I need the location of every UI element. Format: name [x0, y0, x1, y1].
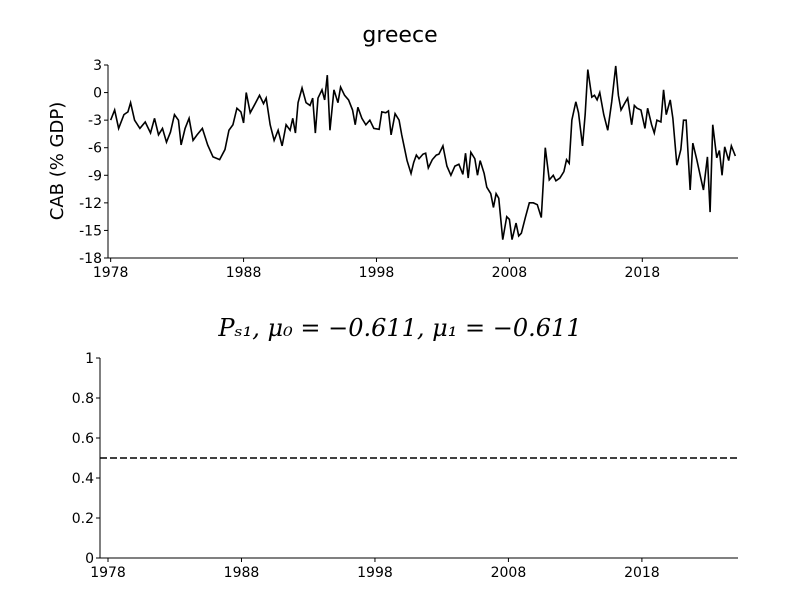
x-tick-label: 1978 [90, 565, 126, 581]
x-tick-label: 2008 [492, 265, 528, 281]
y-tick-label: -6 [88, 141, 102, 157]
y-tick-label: -3 [88, 113, 102, 129]
y-tick-label: 0.4 [72, 471, 94, 487]
y-axis-label: CAB (% GDP) [47, 102, 68, 221]
y-tick-label: 3 [93, 58, 102, 74]
x-tick-label: 1988 [224, 565, 260, 581]
y-tick-label: 0.8 [72, 391, 94, 407]
chart-title: greece [362, 23, 437, 48]
chart-title: Pₛ₁, μ₀ = −0.611, μ₁ = −0.611 [217, 314, 581, 342]
y-tick-label: 0.2 [72, 511, 94, 527]
x-tick-label: 2008 [491, 565, 527, 581]
y-tick-label: -12 [79, 196, 102, 212]
x-tick-label: 2018 [624, 565, 660, 581]
x-tick-label: 1978 [93, 265, 129, 281]
y-tick-label: -9 [88, 168, 102, 184]
y-tick-label: 1 [85, 351, 94, 367]
y-tick-label: 0.6 [72, 431, 94, 447]
y-tick-label: 0 [93, 86, 102, 102]
y-tick-label: -18 [79, 251, 102, 267]
y-tick-label: 0 [85, 551, 94, 567]
y-tick-label: -15 [79, 223, 102, 239]
data-line [109, 65, 737, 240]
x-tick-label: 2018 [624, 265, 660, 281]
x-tick-label: 1988 [226, 265, 262, 281]
x-tick-label: 1998 [359, 265, 395, 281]
x-tick-label: 1998 [357, 565, 393, 581]
